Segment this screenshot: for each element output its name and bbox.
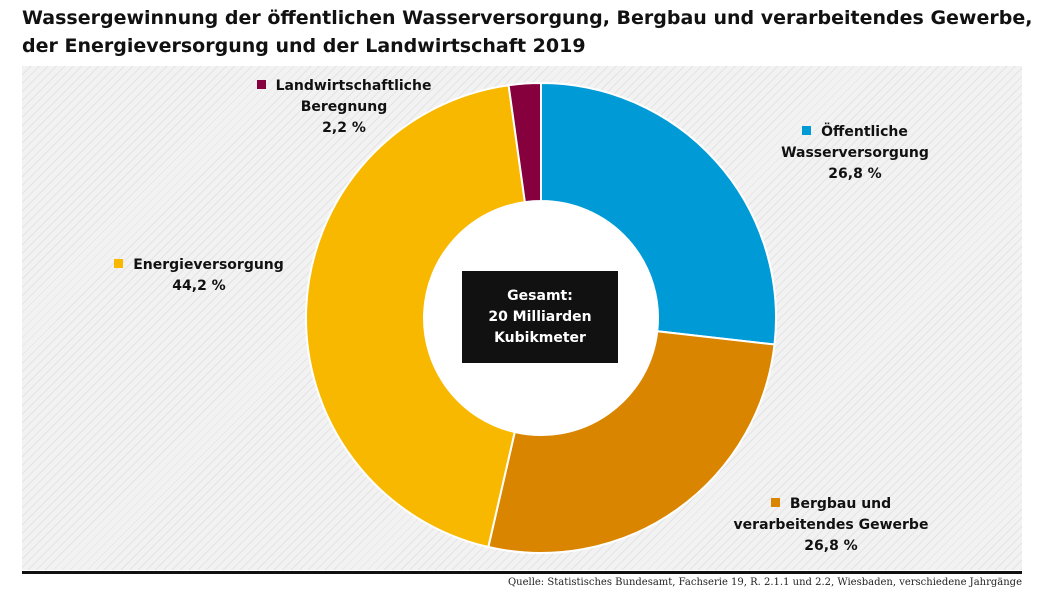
label-energie-line1: Energieversorgung	[133, 257, 284, 273]
label-landwirtschaft-line2: Beregnung	[300, 99, 388, 115]
chart-title-line2: der Energieversorgung und der Landwirtsc…	[22, 35, 586, 57]
legend-swatch-oeffentliche	[802, 126, 812, 135]
label-bergbau: Bergbau und verarbeitendes Gewerbe 26,8 …	[716, 494, 946, 557]
label-bergbau-line1: Bergbau und	[789, 496, 892, 512]
label-oeffentliche-line2: Wasserversorgung	[781, 145, 929, 161]
total-line1: Gesamt:	[507, 287, 573, 304]
slice-bergbau	[487, 330, 776, 554]
total-line3: Kubikmeter	[494, 329, 586, 346]
label-oeffentliche-value: 26,8 %	[828, 166, 882, 182]
slice-landwirtschaftliche-beregnung	[507, 81, 542, 204]
legend-swatch-energie	[114, 259, 124, 268]
donut-chart	[305, 81, 777, 554]
source-note: Quelle: Statistisches Bundesamt, Fachser…	[507, 577, 1022, 588]
label-bergbau-value: 26,8 %	[804, 538, 858, 554]
slice-energieversorgung	[305, 84, 527, 549]
chart-title-line1: Wassergewinnung der öffentlichen Wasserv…	[22, 7, 1033, 29]
legend-swatch-landwirtschaft	[256, 80, 266, 89]
label-oeffentliche-wasserversorgung: Öffentliche Wasserversorgung 26,8 %	[760, 122, 950, 185]
label-landwirtschaft-line1: Landwirtschaftliche	[275, 78, 432, 94]
chart-title: Wassergewinnung der öffentlichen Wasserv…	[22, 4, 1032, 60]
total-line2: 20 Milliarden	[488, 308, 592, 325]
bottom-rule	[22, 571, 1022, 574]
label-oeffentliche-line1: Öffentliche	[821, 124, 908, 140]
label-energieversorgung: Energieversorgung 44,2 %	[104, 255, 294, 297]
label-energie-value: 44,2 %	[172, 278, 226, 294]
legend-swatch-bergbau	[770, 498, 780, 507]
slice-oeffentliche-wasserversorgung	[540, 81, 777, 346]
plot-area: Öffentliche Wasserversorgung 26,8 % Berg…	[22, 66, 1022, 570]
label-bergbau-line2: verarbeitendes Gewerbe	[733, 517, 929, 533]
label-landwirtschaftliche-beregnung: Landwirtschaftliche Beregnung 2,2 %	[244, 76, 444, 139]
total-box: Gesamt: 20 Milliarden Kubikmeter	[462, 271, 618, 363]
label-landwirtschaft-value: 2,2 %	[322, 120, 366, 136]
